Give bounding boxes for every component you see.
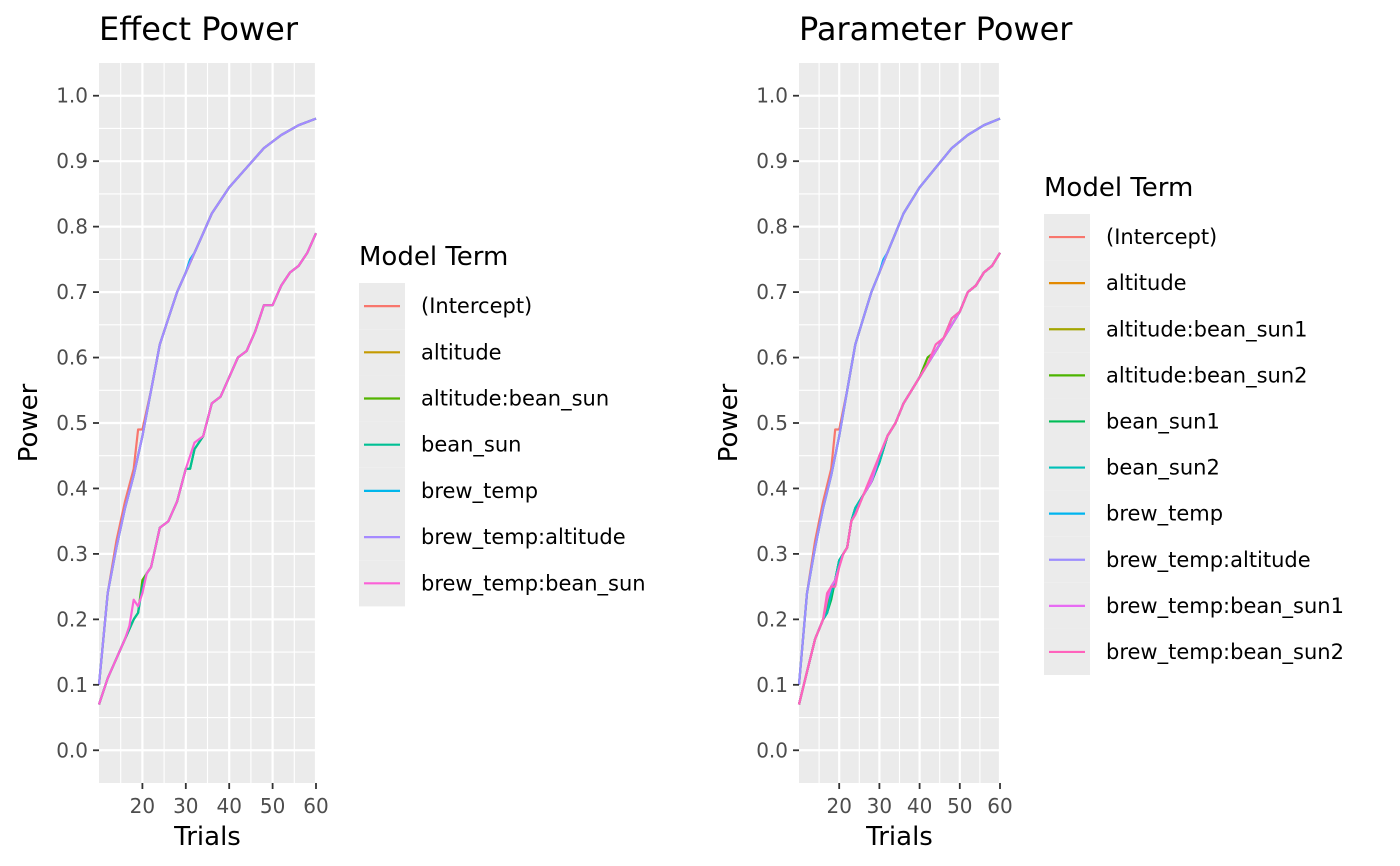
y-tick-label: 0.5 [56,411,88,435]
x-tick-label: 40 [216,794,241,818]
series-line [97,117,317,685]
y-tick-label: 0.3 [756,542,788,566]
legend-label: altitude:bean_sun [421,387,609,412]
legend-item: altitude:bean_sun [359,375,609,422]
legend: Model Term (Intercept) altitude altitude:be… [359,242,646,607]
x-tick-label: 30 [173,794,198,818]
legend-label: brew_temp:bean_sun [421,571,646,596]
y-tick-label: 0.4 [56,476,88,500]
axes: 0.0 0.1 0.2 0.3 0.4 0.5 0.6 0.7 0.8 0.9 1.0 20 30 40 5… [756,84,1013,818]
legend-item: brew_temp:altitude [1044,536,1311,583]
x-tick-label: 60 [303,794,328,818]
chart-panel-2: 0.0 0.1 0.2 0.3 0.4 0.5 0.6 0.7 0.8 0.9 1.0 20 30 40 5… [714,10,1344,852]
legend-label: (Intercept) [421,294,532,318]
x-axis-title: Trials [173,822,241,852]
legend-label: brew_temp:altitude [421,525,626,550]
series-line [797,252,1001,705]
x-tick-label: 50 [947,794,972,818]
x-tick-label: 20 [130,794,155,818]
y-tick-label: 0.3 [56,542,88,566]
chart-panel-1: 0.0 0.1 0.2 0.3 0.4 0.5 0.6 0.7 0.8 0.9 1.0 20 30 40 5… [14,10,646,852]
y-tick-label: 0.2 [56,607,88,631]
legend-item: brew_temp:bean_sun2 [1044,628,1344,675]
legend-label: altitude:bean_sun2 [1106,363,1308,388]
y-tick-label: 0.2 [756,607,788,631]
y-axis-title: Power [14,383,44,462]
legend-label: brew_temp [421,479,538,504]
y-tick-label: 1.0 [756,84,788,108]
y-tick-label: 0.7 [56,280,88,304]
y-tick-label: 0.5 [756,411,788,435]
y-tick-label: 0.4 [756,476,788,500]
legend-item: brew_temp [359,467,538,514]
y-axis-title: Power [714,383,744,462]
y-tick-label: 0.0 [56,738,88,762]
legend-item: bean_sun [359,421,522,468]
legend-label: bean_sun2 [1106,456,1220,481]
y-tick-label: 0.1 [56,673,88,697]
series-line [97,232,318,705]
y-tick-label: 0.6 [756,346,788,370]
legend-item: brew_temp:altitude [359,514,626,561]
series-lines [97,117,318,705]
legend-item: brew_temp:bean_sun1 [1044,582,1344,629]
legend-label: bean_sun1 [1106,409,1220,434]
axes: 0.0 0.1 0.2 0.3 0.4 0.5 0.6 0.7 0.8 0.9 1.0 20 30 40 5… [56,84,329,818]
legend-item: bean_sun1 [1044,398,1220,445]
x-tick-label: 40 [907,794,932,818]
major-gridlines [99,63,318,783]
y-tick-label: 0.0 [756,738,788,762]
x-axis-title: Trials [865,822,933,852]
x-tick-label: 20 [826,794,851,818]
legend-label: altitude:bean_sun1 [1106,317,1308,342]
y-tick-label: 1.0 [56,84,88,108]
y-tick-label: 0.6 [56,346,88,370]
legend-label: brew_temp [1106,502,1223,527]
chart-title: Parameter Power [799,10,1073,48]
y-tick-label: 0.1 [756,673,788,697]
legend-label: altitude [421,340,502,364]
legend-title: Model Term [1044,173,1193,203]
series-lines [797,117,1001,705]
x-tick-label: 50 [260,794,285,818]
legend-label: bean_sun [421,433,522,458]
legend-item: altitude [359,329,502,376]
legend-item: altitude:bean_sun1 [1044,306,1308,353]
x-tick-label: 60 [987,794,1012,818]
legend-label: (Intercept) [1106,225,1217,249]
y-tick-label: 0.9 [56,149,88,173]
legend-item: bean_sun2 [1044,444,1220,491]
legend-item: (Intercept) [1044,214,1217,261]
chart-title: Effect Power [99,10,299,48]
y-tick-label: 0.7 [756,280,788,304]
legend-item: (Intercept) [359,283,532,330]
y-tick-label: 0.8 [756,215,788,239]
x-tick-label: 30 [867,794,892,818]
legend-label: brew_temp:bean_sun1 [1106,594,1344,619]
legend-title: Model Term [359,242,508,272]
major-gridlines [799,63,1002,783]
legend-label: brew_temp:bean_sun2 [1106,640,1344,665]
legend-label: altitude [1106,271,1187,295]
y-tick-label: 0.9 [756,149,788,173]
legend-item: altitude:bean_sun2 [1044,352,1308,399]
legend-item: brew_temp [1044,490,1223,537]
legend-item: brew_temp:bean_sun [359,560,646,607]
series-line [797,117,1001,685]
legend-item: altitude [1044,260,1187,307]
legend: Model Term (Intercept) altitude altitude:be… [1044,173,1344,675]
legend-label: brew_temp:altitude [1106,548,1311,573]
y-tick-label: 0.8 [56,215,88,239]
